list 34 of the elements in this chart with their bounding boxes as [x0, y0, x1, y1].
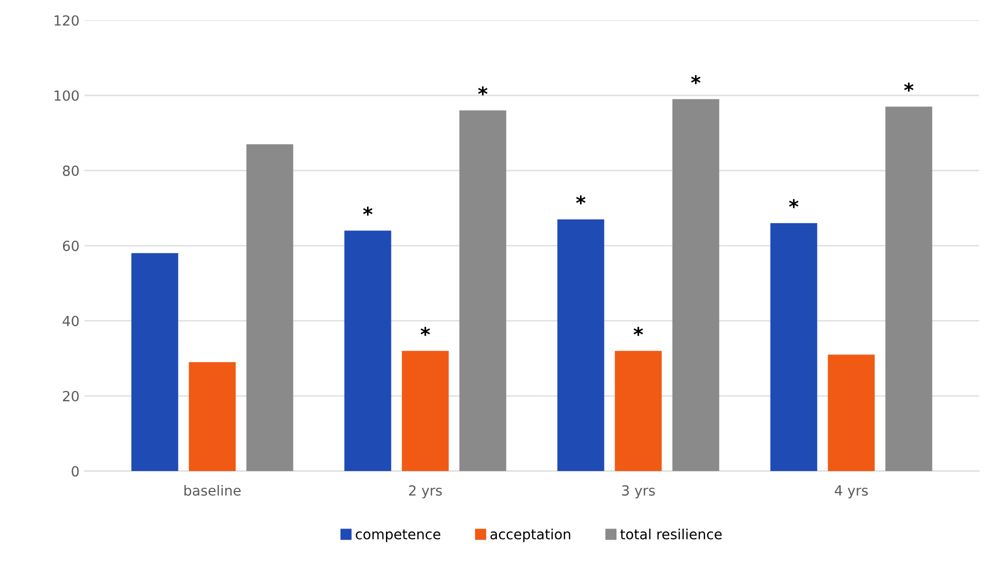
legend-label: acceptation — [490, 528, 570, 542]
x-tick-label: baseline — [184, 484, 241, 496]
legend-label: competence — [356, 529, 440, 542]
y-tick-label: 0 — [72, 466, 79, 477]
y-tick-label: 60 — [62, 240, 79, 252]
bar — [188, 362, 236, 472]
annotation: * — [904, 82, 914, 92]
y-tick-label: 120 — [54, 15, 79, 26]
y-tick-label: 40 — [62, 316, 79, 326]
bar — [828, 354, 875, 472]
annotation: * — [478, 86, 488, 96]
bar — [402, 350, 449, 472]
legend-label: total resilience — [620, 528, 722, 540]
bar — [131, 253, 178, 472]
annotation: * — [634, 326, 643, 336]
annotation: * — [789, 199, 798, 208]
x-tick-label: 4 yrs — [834, 485, 868, 498]
y-tick-label: 80 — [62, 165, 79, 176]
bar — [344, 230, 392, 472]
annotation: * — [420, 326, 430, 336]
x-tick-label: 3 yrs — [622, 485, 655, 498]
annotation: * — [576, 195, 586, 204]
y-tick-label: 100 — [54, 90, 79, 101]
bar — [672, 99, 720, 472]
bar — [770, 223, 818, 472]
y-tick-label: 20 — [62, 390, 79, 402]
bar — [557, 219, 604, 472]
bar — [614, 350, 662, 472]
annotation: * — [363, 206, 372, 216]
x-tick-label: 2 yrs — [409, 485, 442, 498]
annotation: * — [691, 75, 700, 84]
bar — [246, 144, 294, 472]
bar — [885, 106, 932, 472]
bar — [459, 110, 506, 472]
